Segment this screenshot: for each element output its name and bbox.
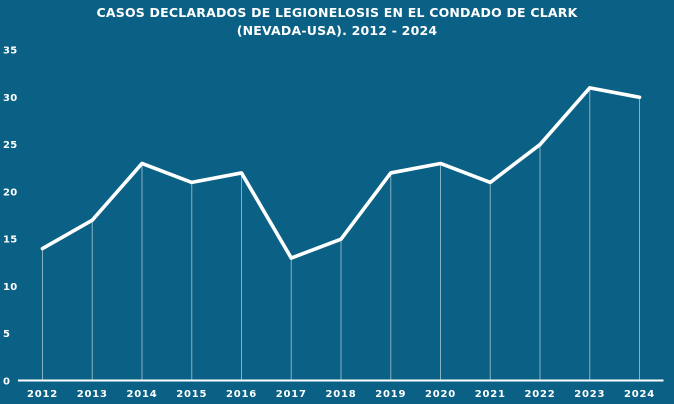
x-axis-tick-label: 2021: [475, 389, 506, 400]
x-axis-tick-label: 2022: [524, 389, 555, 400]
y-axis-tick-label: 20: [3, 187, 18, 198]
x-axis-tick-label: 2023: [574, 389, 605, 400]
x-axis-tick-label: 2014: [126, 389, 157, 400]
x-axis-tick-label: 2024: [624, 389, 655, 400]
x-axis-tick-label: 2015: [176, 389, 207, 400]
x-axis-tick-label: 2018: [325, 389, 356, 400]
y-axis-tick-label: 10: [3, 282, 18, 293]
chart-title-line1: CASOS DECLARADOS DE LEGIONELOSIS EN EL C…: [96, 5, 578, 20]
x-axis-tick-label: 2020: [425, 389, 456, 400]
y-axis-tick-label: 0: [3, 377, 10, 388]
chart-title-line2: (NEVADA-USA). 2012 - 2024: [236, 23, 438, 38]
y-axis-tick-label: 15: [3, 235, 18, 246]
x-axis-tick-label: 2012: [27, 389, 58, 400]
data-series-line: [40, 86, 642, 260]
y-axis-tick-label: 5: [3, 329, 10, 340]
y-axis-tick-label: 30: [3, 93, 18, 104]
y-axis-tick-label: 25: [3, 140, 18, 151]
x-axis-tick-label: 2019: [375, 389, 406, 400]
y-axis-tick-label: 35: [3, 46, 18, 57]
chart-title: CASOS DECLARADOS DE LEGIONELOSIS EN EL C…: [0, 4, 674, 40]
x-axis-tick-label: 2017: [276, 389, 307, 400]
x-axis-tick-label: 2016: [226, 389, 257, 400]
x-axis-tick-label: 2013: [77, 389, 108, 400]
